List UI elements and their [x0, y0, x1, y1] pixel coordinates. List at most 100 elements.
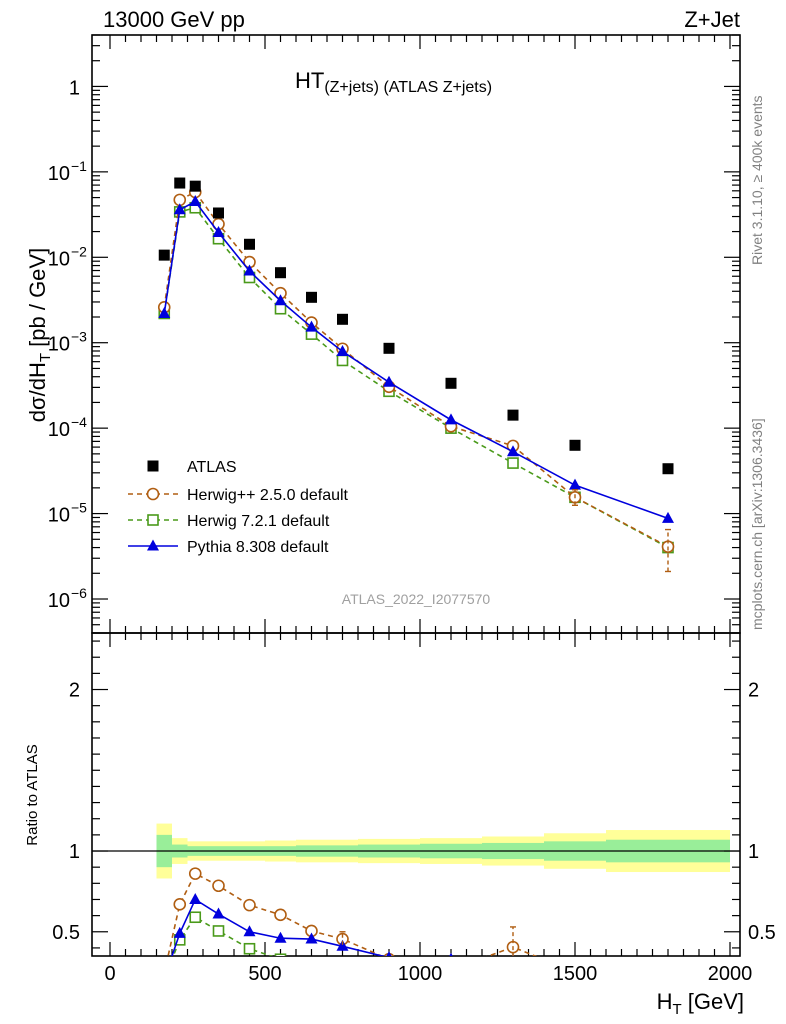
series-3-point — [173, 203, 186, 215]
y-tick-label-exponent: −3 — [71, 329, 87, 345]
process-label: Z+Jet — [684, 7, 740, 32]
legend-label: ATLAS — [187, 459, 237, 476]
series-1-ratio-point — [188, 867, 202, 880]
series-3-ratio-point — [212, 907, 225, 919]
legend-marker — [147, 514, 159, 526]
series-1-ratio-point — [173, 898, 187, 911]
series-3-ratio-point — [189, 892, 202, 904]
y-tick-label: 10 — [48, 590, 70, 612]
series-3-ratio-point — [158, 972, 170, 983]
series-0-point — [383, 342, 395, 354]
ratio-tick-label: 1 — [69, 841, 80, 863]
legend-label: Herwig 7.2.1 default — [187, 513, 330, 530]
x-axis-label-sub: T — [672, 1001, 681, 1018]
ratio-plot-frame — [91, 632, 741, 957]
series-3-point — [158, 306, 171, 318]
series-2-ratio-point — [189, 911, 202, 924]
ratio-y-label: Ratio to ATLAS — [24, 744, 41, 845]
y-tick-label: 10 — [48, 505, 70, 527]
plot-title-main: HT — [295, 68, 324, 93]
series-3-ratio-point — [274, 931, 287, 943]
series-3-ratio-point — [243, 925, 256, 937]
x-axis-label: HT [GeV] — [657, 989, 744, 1018]
mcplots-label: mcplots.cern.ch [arXiv:1306.3436] — [749, 418, 765, 630]
series-0-point — [569, 439, 581, 451]
rivet-label: Rivet 3.1.10, ≥ 400k events — [749, 95, 765, 265]
series-2-ratio-point — [508, 966, 518, 976]
series-1-ratio-point — [274, 908, 287, 922]
series-3-point — [189, 194, 202, 206]
ratio-tick-label: 0.5 — [52, 922, 80, 944]
series-0-point — [507, 409, 519, 421]
x-tick-label: 2000 — [708, 963, 753, 985]
y-tick-label: 10 — [48, 419, 70, 441]
y-axis-label-main: dσ/dH — [25, 362, 50, 422]
series-2-ratio-point — [212, 925, 225, 937]
legend-label: Pythia 8.308 default — [187, 539, 329, 556]
series-2-ratio-point — [243, 942, 256, 955]
series-3-ratio-point — [662, 964, 674, 975]
y-tick-label: 10 — [48, 248, 70, 270]
series-3-point — [507, 445, 519, 457]
ratio-band — [92, 823, 740, 879]
series-2-ratio-point — [446, 964, 456, 974]
x-tick-label: 0 — [104, 963, 115, 985]
y-tick-label-exponent: −5 — [71, 500, 87, 516]
plot-title-sub: (Z+jets) (ATLAS Z+jets) — [324, 79, 492, 96]
ratio-tick-label-right: 1 — [748, 841, 759, 863]
series-3-point — [383, 375, 395, 387]
series-0-point — [158, 249, 170, 261]
series-0-point — [662, 463, 674, 475]
series-2-point — [336, 354, 349, 367]
series-1-ratio-point — [159, 967, 170, 978]
legend-label: Herwig++ 2.5.0 default — [187, 487, 349, 504]
ratio-tick-label-right: 0.5 — [748, 922, 776, 944]
y-axis-label-sub: T — [37, 353, 54, 362]
beam-label: 13000 GeV pp — [103, 7, 245, 32]
series-0-point — [244, 238, 255, 250]
y-tick-label-exponent: −2 — [71, 243, 87, 259]
legend-marker — [147, 539, 159, 551]
series-2-ratio-point — [338, 962, 348, 972]
series-3-ratio-point — [449, 952, 453, 956]
series-3-point — [274, 294, 287, 306]
x-axis-label-main: H — [657, 989, 673, 1014]
analysis-id: ATLAS_2022_I2077570 — [342, 591, 491, 607]
x-tick-label: 1500 — [553, 963, 598, 985]
series-0-point — [275, 267, 286, 279]
series-3-ratio-point — [386, 951, 392, 956]
x-tick-label: 500 — [248, 963, 281, 985]
series-3-ratio-point — [173, 926, 186, 938]
y-axis-label: dσ/dHT [pb / GeV] — [25, 248, 54, 422]
ratio-tick-label-right: 2 — [748, 680, 759, 702]
series-3-point — [445, 413, 457, 425]
series-2-ratio-point — [274, 953, 287, 956]
y-tick-label: 10 — [48, 334, 70, 356]
legend-marker — [146, 487, 160, 501]
series-1-ratio-point — [446, 964, 457, 975]
main-series — [157, 177, 675, 573]
series-3-point — [305, 320, 318, 332]
y-tick-label: 10 — [48, 163, 70, 185]
series-3-point — [212, 226, 225, 238]
series-0-point — [337, 313, 348, 325]
ratio-series — [158, 867, 674, 984]
series-3-point — [569, 478, 581, 490]
ratio-tick-label: 2 — [69, 680, 80, 702]
series-2-ratio-point — [159, 974, 169, 984]
series-2-point — [507, 457, 519, 469]
series-0-point — [306, 291, 317, 303]
series-1-ratio-point — [243, 898, 256, 912]
series-1-ratio-point — [212, 879, 225, 893]
y-axis-label-unit: [pb / GeV] — [25, 248, 50, 353]
series-3-ratio-point — [305, 932, 318, 944]
series-3-point — [662, 511, 674, 523]
x-tick-label: 1000 — [398, 963, 443, 985]
y-tick-label-exponent: −6 — [71, 585, 87, 601]
series-3-point — [243, 264, 256, 276]
series-3-point — [336, 344, 349, 356]
series-0-point — [213, 207, 224, 219]
series-0-point — [189, 180, 201, 192]
